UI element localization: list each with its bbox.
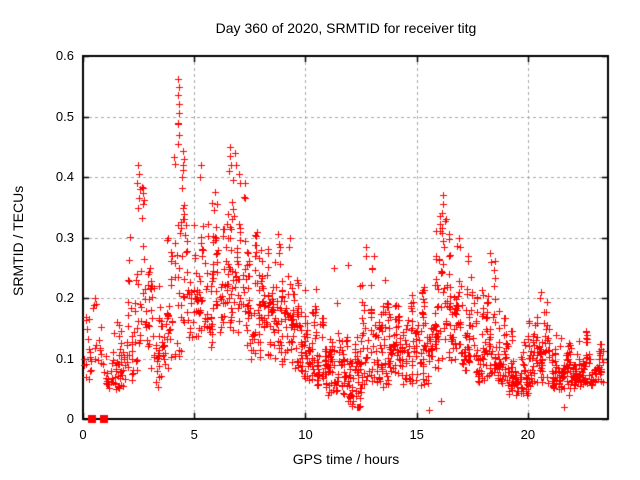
x-tick-label: 10	[298, 427, 313, 442]
x-tick-label: 0	[79, 427, 87, 442]
chart-title: Day 360 of 2020, SRMTID for receiver tit…	[215, 20, 477, 36]
x-axis-label: GPS time / hours	[292, 451, 400, 467]
y-tick-label: 0.4	[55, 169, 74, 184]
y-tick-label: 0.3	[55, 229, 74, 245]
y-tick-label: 0.1	[55, 350, 74, 366]
x-tick-label: 20	[520, 427, 536, 442]
y-tick-label: 0	[66, 411, 74, 426]
y-tick-label: 0.6	[55, 48, 74, 63]
y-tick-label: 0.2	[55, 290, 74, 305]
x-tick-label: 15	[409, 427, 424, 442]
x-tick-label: 5	[190, 427, 198, 442]
y-tick-label: 0.5	[55, 108, 74, 124]
